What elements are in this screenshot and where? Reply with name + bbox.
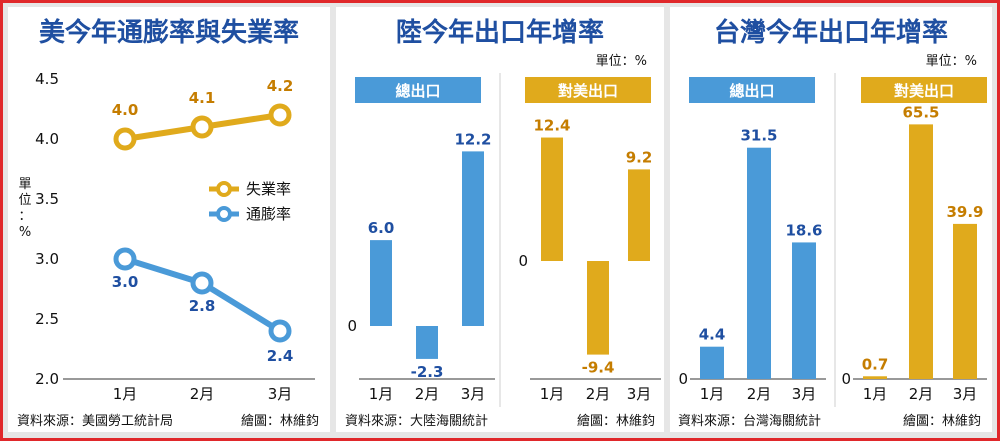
china_total-x-tick-label: 2月 <box>415 385 440 403</box>
taiwan_us-x-tick-label: 2月 <box>909 385 934 403</box>
taiwan_total-bar <box>700 346 724 379</box>
us-y-tick-label: 2.5 <box>35 310 59 328</box>
taiwan_total-x-tick-label: 1月 <box>700 385 725 403</box>
taiwan_us-bar <box>909 124 933 379</box>
us-data-point <box>268 319 292 343</box>
us-y-axis-label: 位 <box>18 193 31 208</box>
china_total-header-box <box>355 77 481 103</box>
china_us-bar <box>587 261 609 355</box>
china_us-x-tick-label: 1月 <box>540 385 565 403</box>
china_total-data-label: 6.0 <box>368 219 395 237</box>
taiwan_us-data-label: 39.9 <box>946 203 983 221</box>
us-y-tick-label: 3.5 <box>35 190 59 208</box>
taiwan_us-data-label: 65.5 <box>902 103 939 121</box>
taiwan_total-zero-label: 0 <box>678 370 688 388</box>
us-chart-title: 美今年通膨率與失業率 <box>39 17 299 48</box>
china_us-data-label: 9.2 <box>626 148 653 166</box>
taiwan_total-x-tick-label: 2月 <box>747 385 772 403</box>
taiwan_total-header-box <box>689 77 815 103</box>
us-y-tick-label: 3.0 <box>35 250 59 268</box>
china_us-x-tick-label: 3月 <box>627 385 652 403</box>
us-data-point <box>190 271 214 295</box>
us-data-point <box>190 115 214 139</box>
taiwan_us-bar <box>863 376 887 379</box>
china_total-x-tick-label: 3月 <box>461 385 486 403</box>
china_us-header-label: 對美出口 <box>558 82 618 100</box>
china_total-data-label: -2.3 <box>411 363 444 381</box>
us-y-tick-label: 4.0 <box>35 130 59 148</box>
taiwan_total-bar <box>747 147 771 379</box>
china_total-header-label: 總出口 <box>395 82 440 100</box>
us-x-tick-label: 1月 <box>113 385 138 403</box>
us-y-tick-label: 4.5 <box>35 70 59 88</box>
us-data-label: 4.2 <box>267 77 294 95</box>
us-data-label: 2.8 <box>189 297 216 315</box>
taiwan_total-data-label: 18.6 <box>785 221 822 239</box>
taiwan-credit: 繪圖：林維鈞 <box>903 413 981 429</box>
taiwan-source: 資料來源：台灣海關統計 <box>678 413 821 429</box>
china_us-bar <box>628 169 650 261</box>
china-credit: 繪圖：林維鈞 <box>577 413 655 429</box>
china_us-x-tick-label: 2月 <box>586 385 611 403</box>
us-credit: 繪圖：林維鈞 <box>241 413 319 429</box>
us-data-label: 4.0 <box>112 101 139 119</box>
taiwan-unit-label: 單位：% <box>926 54 977 69</box>
us-data-label: 4.1 <box>189 89 216 107</box>
us-y-axis-label: 單 <box>18 177 31 192</box>
legend-swatch-marker <box>216 181 232 197</box>
us-y-tick-label: 2.0 <box>35 370 59 388</box>
us-data-label: 3.0 <box>112 273 139 291</box>
us-data-point <box>113 127 137 151</box>
taiwan_total-x-tick-label: 3月 <box>792 385 817 403</box>
us-y-axis-label: ： <box>18 209 31 224</box>
legend-label: 失業率 <box>246 180 291 198</box>
us-y-axis-label: % <box>19 225 31 240</box>
china_total-bar <box>370 240 392 326</box>
china_total-x-tick-label: 1月 <box>369 385 394 403</box>
legend-label: 通膨率 <box>246 205 291 223</box>
taiwan_us-zero-label: 0 <box>841 370 851 388</box>
us-source: 資料來源：美國勞工統計局 <box>17 413 173 429</box>
taiwan_us-bar <box>953 223 977 379</box>
china-source: 資料來源：大陸海關統計 <box>345 413 488 429</box>
china_us-bar <box>541 137 563 261</box>
taiwan_us-header-label: 對美出口 <box>894 82 954 100</box>
taiwan_total-data-label: 31.5 <box>740 127 777 145</box>
us-x-tick-label: 3月 <box>268 385 293 403</box>
us-x-tick-label: 2月 <box>190 385 215 403</box>
taiwan-chart-title: 台灣今年出口年增率 <box>714 17 948 48</box>
taiwan_us-data-label: 0.7 <box>862 355 889 373</box>
taiwan_total-bar <box>792 242 816 379</box>
us-data-label: 2.4 <box>267 347 294 365</box>
chart-marks: 2.0 2.5 3.0 3.5 4.0 4.5 單位：% 1月 2月 3月 4.0 4.1 4.2 3.0… <box>18 70 987 407</box>
taiwan_us-x-tick-label: 3月 <box>953 385 978 403</box>
china_total-bar <box>462 151 484 326</box>
china_us-data-label: 12.4 <box>533 117 570 135</box>
us-data-point <box>113 247 137 271</box>
taiwan_total-header-label: 總出口 <box>729 82 774 100</box>
us-data-point <box>268 103 292 127</box>
china_us-header-box <box>525 77 651 103</box>
china_us-zero-label: 0 <box>518 252 528 270</box>
taiwan_us-header-box <box>861 77 987 103</box>
china_total-bar <box>416 326 438 359</box>
china-unit-label: 單位：% <box>596 54 647 69</box>
us-panel <box>8 7 330 432</box>
china-chart-title: 陸今年出口年增率 <box>396 17 604 48</box>
legend-swatch-marker <box>216 206 232 222</box>
china_total-data-label: 12.2 <box>454 130 491 148</box>
taiwan_total-data-label: 4.4 <box>699 326 726 344</box>
china_total-zero-label: 0 <box>347 317 357 335</box>
china_us-data-label: -9.4 <box>582 359 615 377</box>
charts-svg: 美今年通膨率與失業率 陸今年出口年增率 台灣今年出口年增率 單位：% 單位：% … <box>8 7 992 432</box>
taiwan_us-x-tick-label: 1月 <box>863 385 888 403</box>
